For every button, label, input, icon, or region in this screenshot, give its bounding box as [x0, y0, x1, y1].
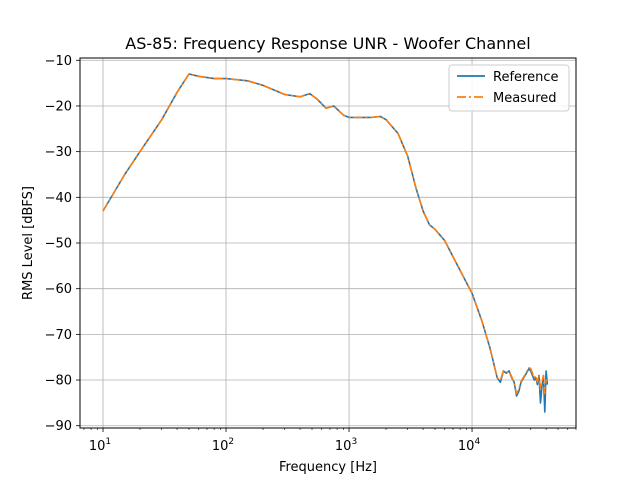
x-tick-label: 101: [89, 437, 111, 454]
y-axis-label: RMS Level [dBFS]: [21, 186, 36, 300]
y-tick-label: −30: [45, 145, 72, 160]
x-axis-label: Frequency [Hz]: [279, 460, 377, 475]
axis-ticks: 101 102 103 104 −10 −20 −30 −40 −50 −60 −70 −80 −90: [45, 54, 577, 454]
y-tick-label: −20: [45, 99, 72, 114]
legend-label-measured: Measured: [493, 91, 557, 106]
y-tick-label: −40: [45, 191, 72, 206]
plot-lines: [102, 73, 549, 413]
legend: Reference Measured: [448, 64, 570, 112]
y-tick-label: −60: [45, 282, 72, 297]
y-tick-label: −90: [45, 419, 72, 434]
x-tick-label: 104: [458, 437, 481, 454]
y-tick-label: −70: [45, 328, 72, 343]
x-tick-label: 102: [212, 437, 234, 454]
y-tick-label: −50: [45, 237, 72, 252]
chart-title: AS-85: Frequency Response UNR - Woofer C…: [125, 34, 530, 53]
y-tick-label: −80: [45, 374, 72, 389]
x-tick-label: 103: [335, 437, 357, 454]
grid: [80, 58, 576, 428]
legend-label-reference: Reference: [493, 70, 558, 85]
series-line-measured: [102, 73, 548, 395]
y-tick-label: −10: [45, 54, 72, 69]
